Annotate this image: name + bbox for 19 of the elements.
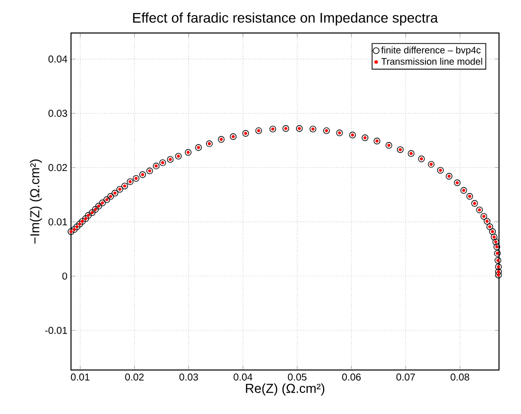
y-tick-label: 0 (62, 272, 68, 280)
legend-label: finite difference – bvp4c (381, 46, 481, 56)
y-tick-label: 0.01 (48, 218, 67, 226)
x-tick-label: 0.08 (450, 374, 470, 381)
y-axis-title: −Im(Z) (Ω.cm²) (30, 160, 42, 244)
legend-label: Transmission line model (381, 58, 482, 65)
x-tick-label: 0.05 (288, 374, 306, 381)
y-tick-label: -0.01 (45, 326, 67, 334)
chart-title: Effect of faradic resistance on Impedance spectra (133, 12, 438, 26)
x-tick-label: 0.03 (179, 374, 198, 381)
x-tick-label: 0.06 (342, 374, 361, 381)
y-tick-label: 0.02 (48, 164, 67, 172)
x-tick-label: 0.01 (70, 374, 90, 381)
x-tick-label: 0.07 (396, 374, 415, 381)
x-tick-label: 0.02 (125, 374, 144, 381)
x-axis-title: Re(Z) (Ω.cm²) (246, 383, 324, 396)
y-tick-label: 0.03 (48, 110, 68, 117)
y-tick-label: 0.04 (48, 56, 68, 63)
x-tick-label: 0.04 (234, 374, 252, 381)
